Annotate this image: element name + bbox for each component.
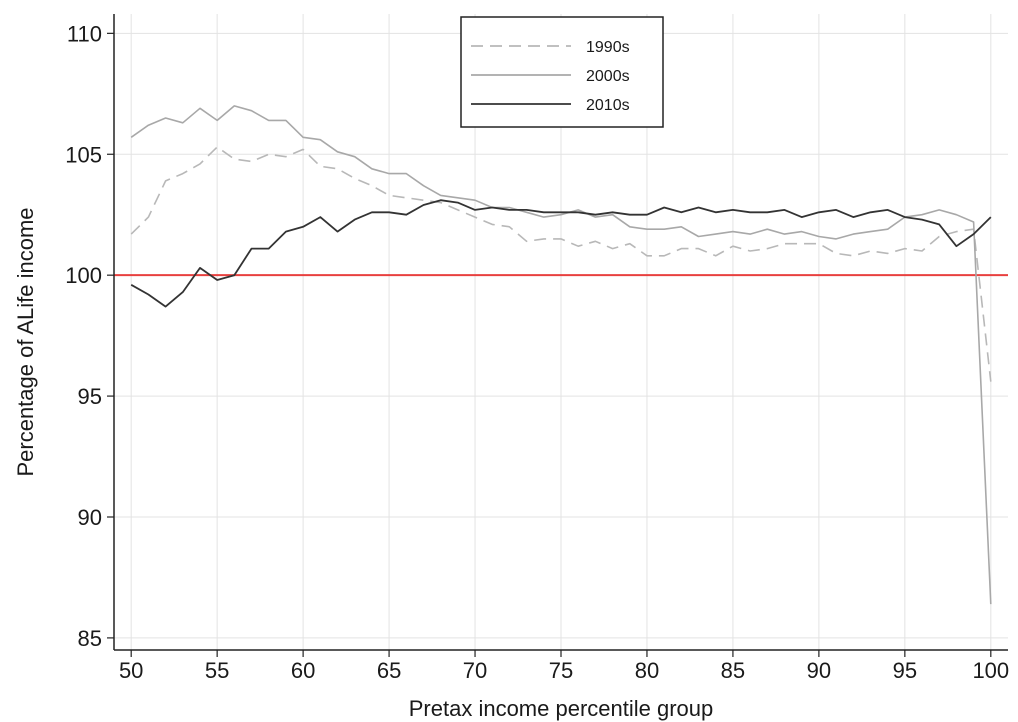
- y-tick-label: 110: [67, 21, 102, 46]
- y-tick-label: 90: [78, 505, 102, 530]
- series-line-2000s: [130, 105, 992, 605]
- y-tick-label: 100: [65, 263, 102, 288]
- y-axis-title: Percentage of ALife income: [13, 207, 38, 476]
- x-tick-label: 70: [463, 658, 487, 683]
- x-ticks: 50 55 60 65 70 75 80 85 90 95 100: [119, 650, 1009, 683]
- x-tick-label: 80: [635, 658, 659, 683]
- y-ticks: 85 90 95 100 105 110: [65, 21, 114, 651]
- x-tick-label: 50: [119, 658, 143, 683]
- x-tick-label: 60: [291, 658, 315, 683]
- x-axis-title: Pretax income percentile group: [409, 696, 714, 721]
- series-line-2010s: [130, 199, 992, 308]
- legend-label-2010s: 2010s: [586, 97, 630, 114]
- x-tick-label: 95: [893, 658, 917, 683]
- x-tick-label: 85: [721, 658, 745, 683]
- x-tick-label: 65: [377, 658, 401, 683]
- y-tick-label: 85: [78, 626, 102, 651]
- legend-label-1990s: 1990s: [586, 39, 630, 56]
- x-tick-label: 75: [549, 658, 573, 683]
- series-lines: [130, 105, 992, 605]
- x-tick-label: 100: [972, 658, 1009, 683]
- legend-label-2000s: 2000s: [586, 68, 630, 85]
- y-tick-label: 105: [65, 142, 102, 167]
- x-tick-label: 90: [807, 658, 831, 683]
- legend-box: [460, 16, 664, 128]
- series-line-1990s: [130, 146, 992, 382]
- x-tick-label: 55: [205, 658, 229, 683]
- legend: 1990s 2000s 2010s: [460, 16, 664, 128]
- y-tick-label: 95: [78, 384, 102, 409]
